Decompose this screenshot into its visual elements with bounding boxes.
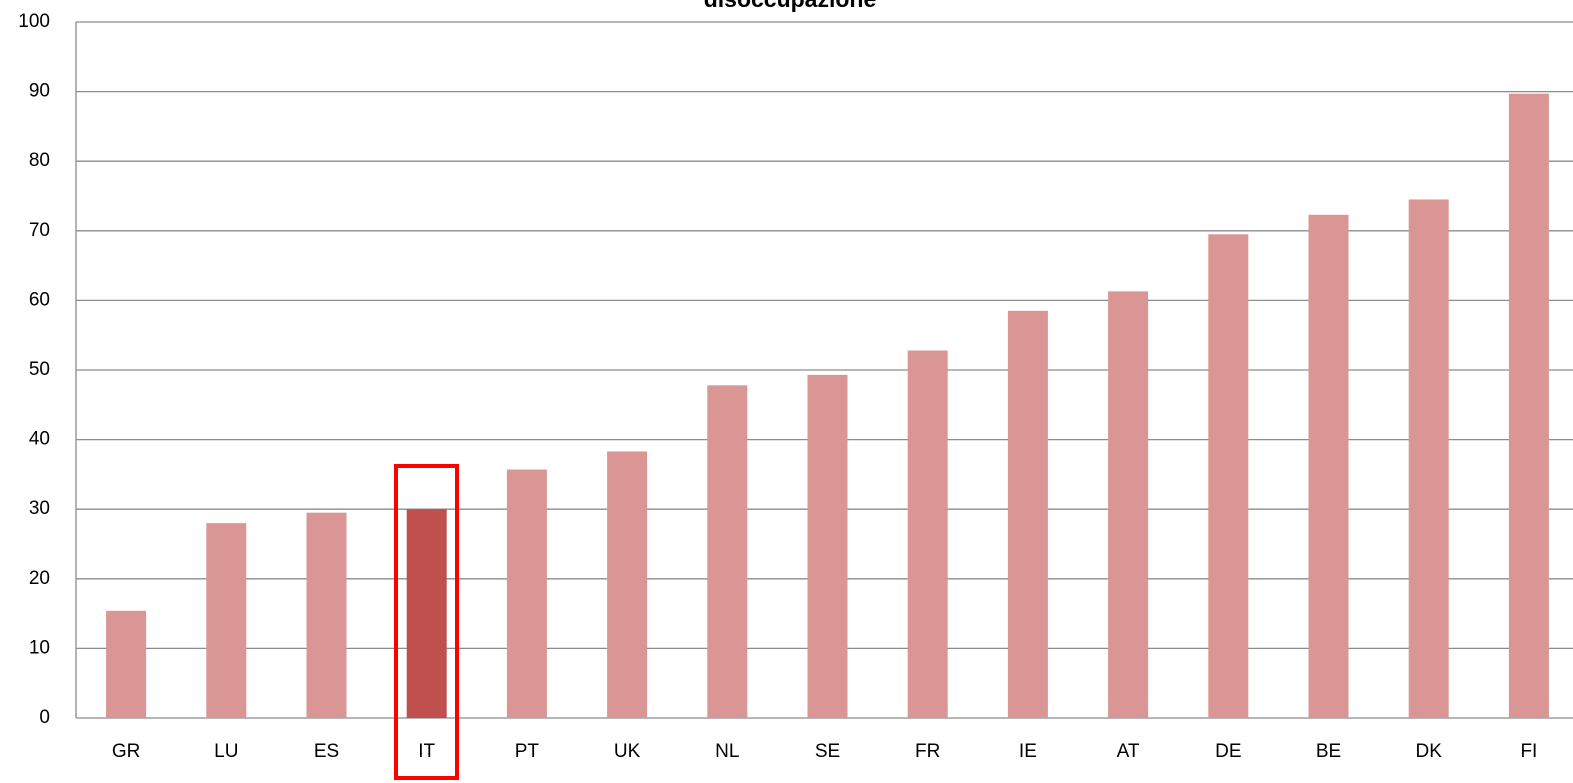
y-tick-label: 60	[29, 289, 50, 310]
x-tick-label: GR	[112, 741, 141, 762]
x-tick-label: LU	[214, 741, 238, 762]
y-tick-label: 0	[39, 707, 50, 728]
y-tick-label: 100	[18, 11, 50, 32]
y-tick-label: 40	[29, 429, 50, 450]
y-tick-label: 50	[29, 359, 50, 380]
x-tick-label: FI	[1520, 741, 1537, 762]
y-tick-label: 10	[29, 637, 50, 658]
x-tick-label: IT	[418, 741, 435, 762]
x-tick-label: DE	[1215, 741, 1241, 762]
y-tick-label: 80	[29, 150, 50, 171]
highlight-box	[394, 464, 459, 780]
bar	[1007, 310, 1048, 718]
y-tick-label: 30	[29, 498, 50, 519]
bar	[506, 469, 547, 718]
y-tick-label: 90	[29, 81, 50, 102]
bar	[306, 512, 347, 718]
bar	[707, 385, 748, 718]
bar	[206, 523, 247, 718]
x-tick-label: NL	[715, 741, 739, 762]
bar	[607, 451, 648, 718]
bar	[1408, 199, 1449, 719]
x-tick-label: FR	[915, 741, 940, 762]
x-tick-label: DK	[1415, 741, 1442, 762]
y-tick-label: 20	[29, 568, 50, 589]
bar	[406, 509, 447, 718]
y-tick-label: 70	[29, 220, 50, 241]
x-tick-label: IE	[1019, 741, 1037, 762]
bar	[807, 374, 848, 718]
bar	[1108, 291, 1149, 718]
x-tick-label: PT	[515, 741, 540, 762]
chart-title: disoccupazione	[704, 0, 877, 12]
x-tick-label: UK	[614, 741, 641, 762]
plot: 0 10 20 30 40 50 60 70 80 90 100 GR LU ES IT PT UK NL SE FR…	[18, 11, 1573, 762]
bar	[1208, 234, 1249, 718]
x-tick-label: BE	[1316, 741, 1341, 762]
bar	[1308, 214, 1349, 719]
bar	[106, 610, 147, 718]
x-tick-label: AT	[1117, 741, 1140, 762]
bar	[1508, 93, 1549, 719]
x-tick-label: SE	[815, 741, 840, 762]
bar	[907, 350, 948, 718]
x-tick-label: ES	[314, 741, 339, 762]
